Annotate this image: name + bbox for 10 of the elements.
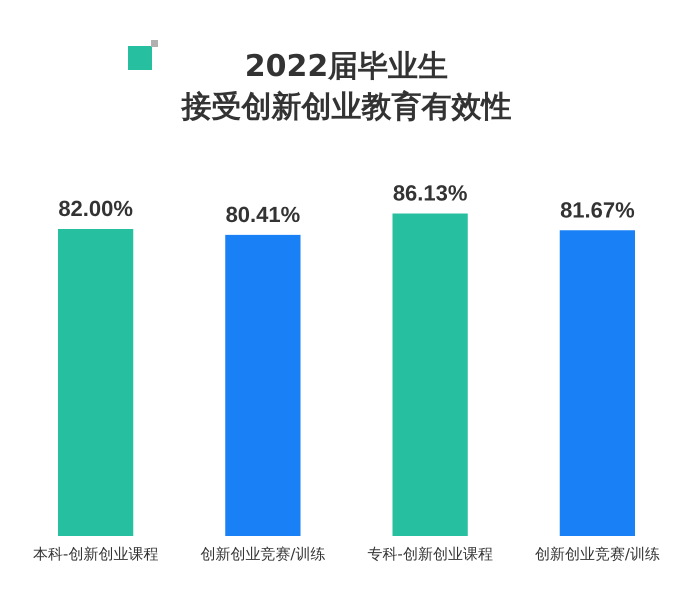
x-tick-label: 创新创业竞赛/训练 [200, 544, 326, 563]
chart-subtitle: 接受创新创业教育有效性 [180, 90, 512, 125]
chart-title: 2022届毕业生 [244, 49, 448, 84]
data-label: 82.00% [58, 196, 133, 222]
data-label: 86.13% [392, 180, 468, 206]
x-tick-label: 本科-创新创业课程 [32, 544, 158, 563]
data-label: 81.67% [560, 197, 635, 222]
x-tick-label: 专科-创新创业课程 [367, 544, 493, 563]
x-tick-label: 创新创业竞赛/训练 [534, 544, 660, 563]
data-label: 80.41% [226, 202, 300, 227]
